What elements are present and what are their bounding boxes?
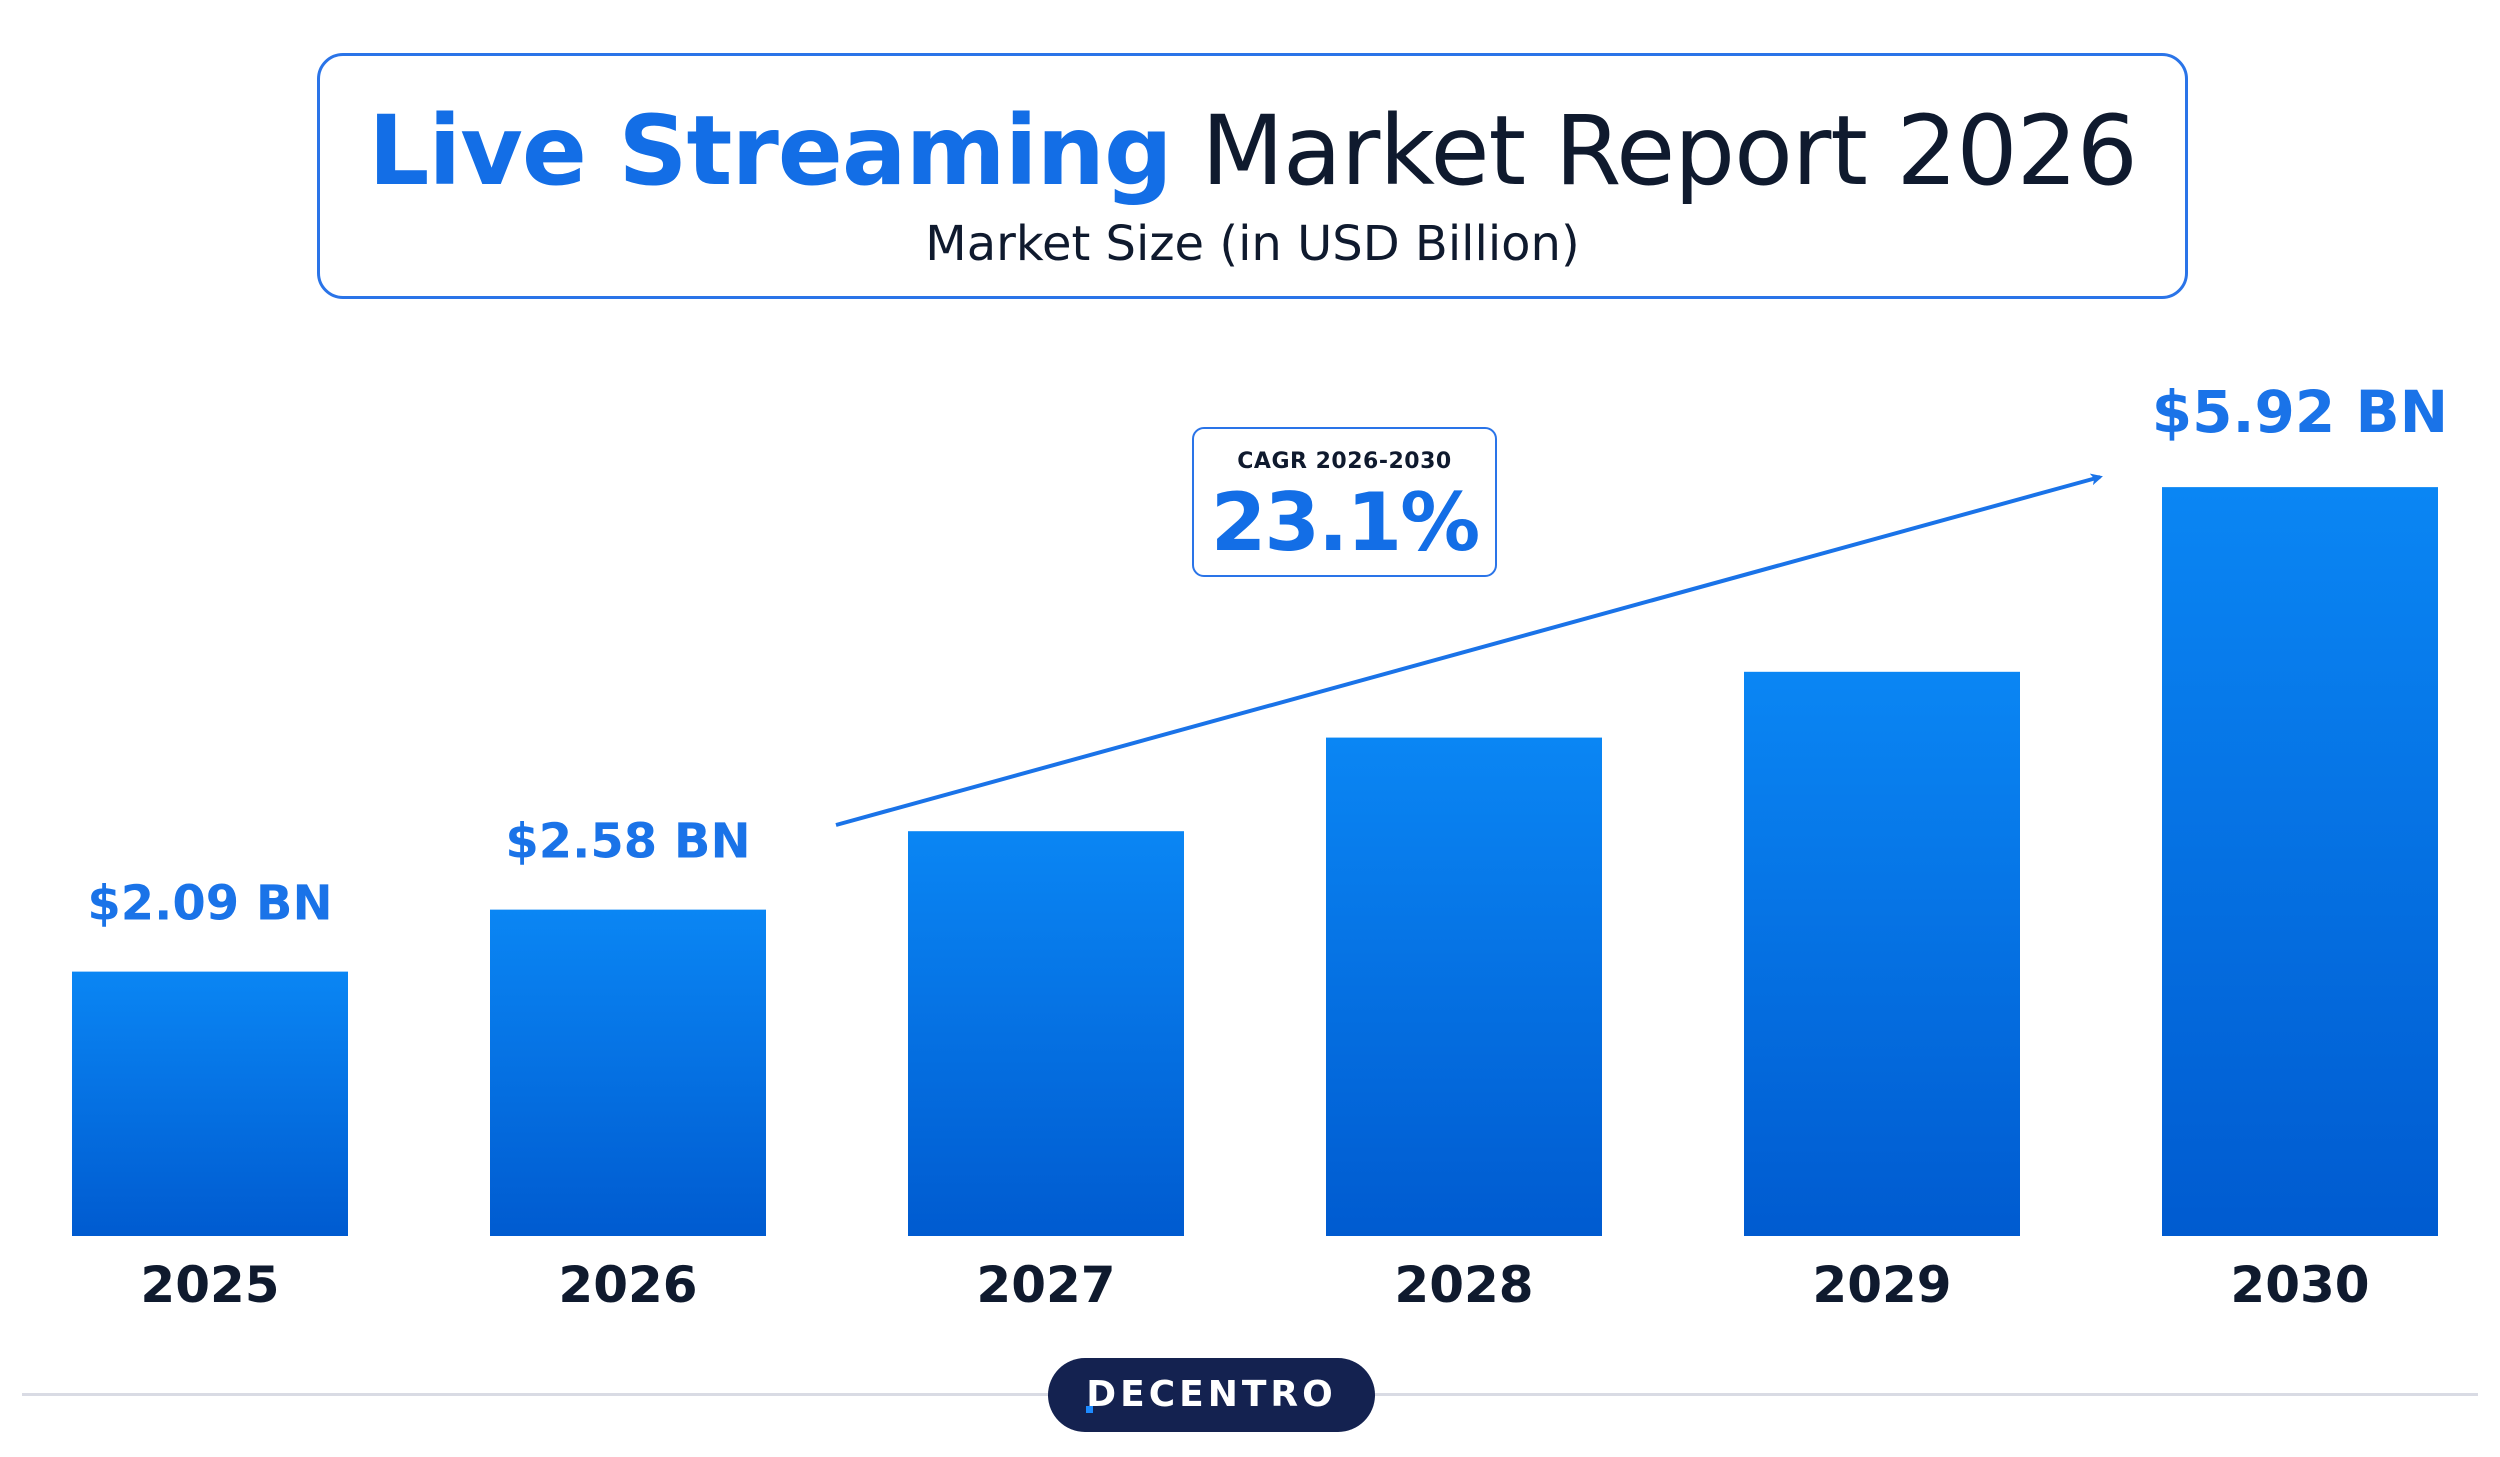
decentro-logo: DECENTRO — [1048, 1358, 1375, 1432]
trend-arrow — [835, 473, 2103, 827]
chart-title: Live Streaming Market Report 2026 — [320, 96, 2185, 206]
cagr-label: CAGR 2026-2030 — [1237, 449, 1452, 474]
bar-2025 — [72, 971, 348, 1236]
x-tick-2025: 2025 — [140, 1256, 279, 1314]
x-tick-2028: 2028 — [1394, 1256, 1533, 1314]
title-box: Live Streaming Market Report 2026 Market… — [317, 53, 2188, 299]
cagr-box: CAGR 2026-2030 23.1% — [1192, 427, 1497, 577]
logo-dot — [1086, 1406, 1093, 1413]
bar-2027 — [908, 831, 1184, 1236]
data-label-2030: $5.92 BN — [2152, 378, 2448, 446]
title-highlight: Live Streaming — [368, 95, 1172, 207]
x-tick-2030: 2030 — [2230, 1256, 2369, 1314]
x-tick-2027: 2027 — [976, 1256, 1115, 1314]
bar-2029 — [1744, 671, 2020, 1236]
cagr-value: 23.1% — [1210, 476, 1481, 569]
bar-2026 — [490, 909, 766, 1236]
data-label-2025: $2.09 BN — [87, 876, 332, 932]
x-tick-2029: 2029 — [1812, 1256, 1951, 1314]
chart-subtitle: Market Size (in USD Billion) — [925, 216, 1580, 272]
bar-2028 — [1326, 737, 1602, 1236]
x-tick-2026: 2026 — [558, 1256, 697, 1314]
bar-2030 — [2162, 487, 2438, 1236]
title-rest: Market Report 2026 — [1201, 95, 2138, 207]
logo-text: DECENTRO — [1086, 1374, 1337, 1415]
data-label-2026: $2.58 BN — [505, 814, 750, 870]
